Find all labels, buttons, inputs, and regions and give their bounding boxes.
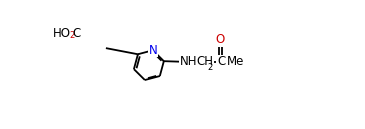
Text: 2: 2 <box>207 63 213 72</box>
Text: O: O <box>216 33 225 46</box>
Text: Me: Me <box>227 55 244 68</box>
Text: HO: HO <box>53 27 71 40</box>
Text: 2: 2 <box>69 31 74 40</box>
Text: CH: CH <box>197 55 214 68</box>
Text: NH: NH <box>180 55 197 68</box>
Text: C: C <box>72 27 80 40</box>
Text: C: C <box>217 55 225 68</box>
Text: N: N <box>149 44 157 57</box>
